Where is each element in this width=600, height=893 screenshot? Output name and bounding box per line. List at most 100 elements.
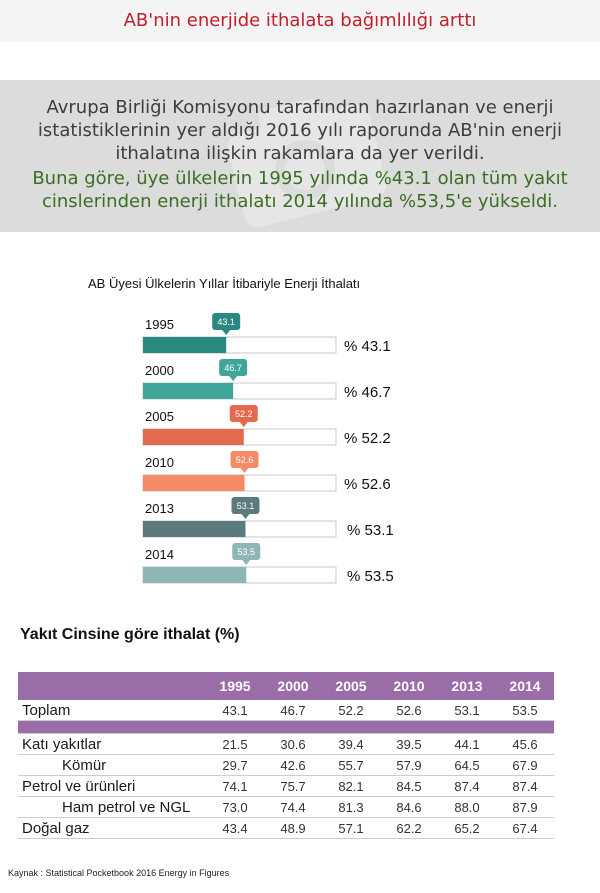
table-row: Katı yakıtlar 21.5 30.6 39.4 39.5 44.1 45.6 [18, 734, 554, 755]
table-row: Ham petrol ve NGL 73.0 74.4 81.3 84.6 88.0 87.… [18, 797, 554, 818]
year-label: 2000 [145, 363, 174, 378]
table-cell: 74.4 [280, 799, 306, 815]
table-cell: 52.6 [396, 702, 422, 718]
year-label: 2010 [145, 455, 174, 470]
year-label: 2005 [145, 409, 174, 424]
bar [143, 383, 234, 399]
bubble-pointer [242, 560, 251, 565]
table-cell: 87.4 [454, 778, 480, 794]
table-header-cell: 2014 [496, 672, 554, 700]
title-bar: AB'nin enerjide ithalata bağımlılığı art… [0, 0, 600, 42]
intro-panel: Avrupa Birliği Komisyonu tarafından hazı… [0, 80, 600, 232]
table-row: Petrol ve ürünleri 74.1 75.7 82.1 84.5 87.4 87… [18, 776, 554, 797]
row-label: Ham petrol ve NGL [62, 798, 191, 816]
table-header-cell: 1995 [206, 672, 264, 700]
import-bar-chart: 1995 43.1 % 43.1 2000 46.7 % 46.7 2005 52.2 % 52… [142, 313, 394, 585]
table-cell: 53.5 [512, 702, 538, 718]
table-title: Yakıt Cinsine göre ithalat (%) [20, 626, 240, 643]
table-cell: 43.1 [222, 702, 248, 718]
bar [143, 337, 227, 353]
value-bubble [232, 543, 261, 560]
value-label: % 43.1 [344, 338, 391, 355]
bubble-label: 46.7 [224, 363, 242, 373]
table-divider [18, 720, 554, 734]
value-label: % 52.6 [344, 476, 391, 493]
table-cell: 57.1 [338, 820, 364, 836]
row-label: Petrol ve ürünleri [22, 777, 136, 795]
table-cell: 73.0 [222, 799, 248, 815]
table-cell: 44.1 [454, 736, 480, 752]
bar [143, 429, 244, 445]
bubble-pointer [239, 422, 248, 427]
bar [143, 567, 247, 583]
table-header-cell: 2005 [322, 672, 380, 700]
bar [143, 475, 245, 491]
value-label: % 46.7 [344, 384, 391, 401]
value-bubble [230, 451, 259, 468]
table-cell: 74.1 [222, 778, 248, 794]
table-cell: 39.5 [396, 736, 422, 752]
table-cell: 88.0 [454, 799, 480, 815]
bubble-label: 53.1 [237, 501, 255, 511]
table-header-cell: 2013 [438, 672, 496, 700]
bubble-label: 52.2 [235, 409, 253, 419]
table-header-cell: 2010 [380, 672, 438, 700]
table-cell: 62.2 [396, 820, 422, 836]
table-cell: 64.5 [454, 757, 480, 773]
value-bubble [219, 359, 248, 376]
table-cell: 45.6 [512, 736, 538, 752]
watermark-icon [227, 98, 387, 228]
fuel-import-table: 1995 2000 2005 2010 2013 2014 Toplam 43.1… [18, 672, 554, 839]
table-cell: 65.2 [454, 820, 480, 836]
bubble-label: 53.5 [237, 547, 255, 557]
table-cell: 29.7 [222, 757, 248, 773]
value-label: % 53.1 [347, 522, 394, 539]
table-row: Doğal gaz 43.4 48.9 57.1 62.2 65.2 67.4 [18, 818, 554, 839]
value-label: % 53.5 [347, 568, 394, 585]
table-cell: 30.6 [280, 736, 306, 752]
intro-text-1: Avrupa Birliği Komisyonu tarafından hazı… [37, 97, 563, 164]
page-title: AB'nin enerjide ithalata bağımlılığı art… [123, 10, 477, 31]
table-cell: 67.4 [512, 820, 538, 836]
table-row: Kömür 29.7 42.6 55.7 57.9 64.5 67.9 [18, 755, 554, 776]
table-cell: 52.2 [338, 702, 364, 718]
value-bubble [212, 313, 241, 330]
bubble-pointer [222, 330, 231, 335]
table-header-cell [18, 672, 206, 700]
table-cell: 39.4 [338, 736, 364, 752]
intro-text-2: Buna göre, üye ülkelerin 1995 yılında %4… [32, 168, 568, 212]
table-cell: 81.3 [338, 799, 364, 815]
table-cell: 84.5 [396, 778, 422, 794]
table-cell: 57.9 [396, 757, 422, 773]
table-cell: 87.4 [512, 778, 538, 794]
divider-band [18, 720, 554, 734]
table-cell: 21.5 [222, 736, 248, 752]
source-note: Kaynak : Statistical Pocketbook 2016 Ene… [8, 868, 230, 878]
table-cell: 46.7 [280, 702, 306, 718]
row-label: Toplam [22, 701, 71, 719]
table-cell: 84.6 [396, 799, 422, 815]
row-label: Doğal gaz [22, 819, 90, 837]
value-bubble [231, 497, 260, 514]
year-label: 2013 [145, 501, 174, 516]
table-row: Toplam 43.1 46.7 52.2 52.6 53.1 53.5 [18, 700, 554, 721]
table-cell: 55.7 [338, 757, 364, 773]
year-label: 1995 [145, 317, 174, 332]
row-label: Katı yakıtlar [22, 735, 102, 753]
table-cell: 42.6 [280, 757, 306, 773]
table-cell: 53.1 [454, 702, 480, 718]
bubble-pointer [240, 468, 249, 473]
table-cell: 43.4 [222, 820, 248, 836]
bubble-label: 43.1 [217, 317, 235, 327]
value-bubble [229, 405, 258, 422]
table-header-row: 1995 2000 2005 2010 2013 2014 [18, 672, 554, 700]
bubble-label: 52.6 [236, 455, 254, 465]
table-cell: 82.1 [338, 778, 364, 794]
table-header-cell: 2000 [264, 672, 322, 700]
chart-title: AB Üyesi Ülkelerin Yıllar İtibariyle Ene… [88, 276, 361, 291]
year-label: 2014 [145, 547, 174, 562]
table-cell: 87.9 [512, 799, 538, 815]
row-label: Kömür [62, 756, 107, 774]
table-cell: 67.9 [512, 757, 538, 773]
value-label: % 52.2 [344, 430, 391, 447]
